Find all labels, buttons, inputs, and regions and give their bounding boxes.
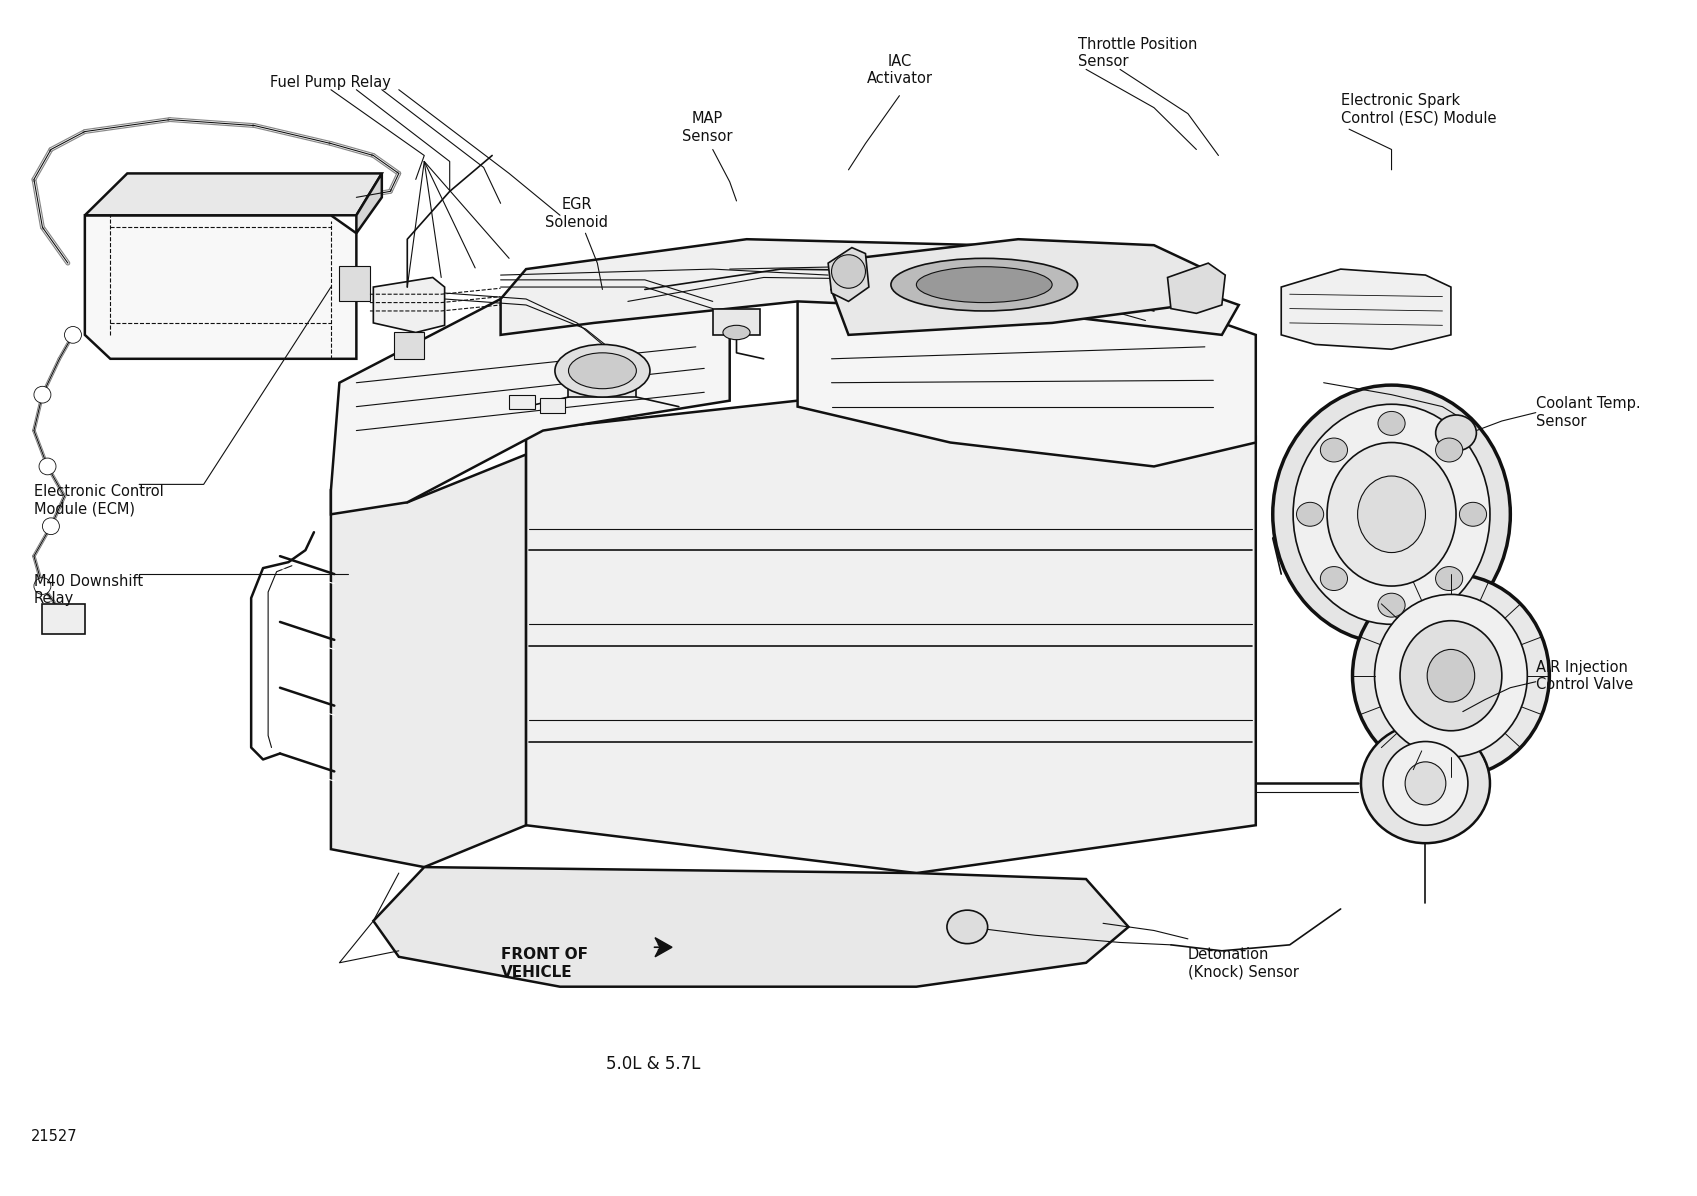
- Bar: [509, 395, 535, 409]
- Bar: [568, 371, 636, 397]
- Text: Fuel Pump Relay: Fuel Pump Relay: [270, 74, 392, 90]
- Ellipse shape: [723, 325, 750, 340]
- Ellipse shape: [1353, 574, 1549, 777]
- Ellipse shape: [34, 578, 51, 594]
- Ellipse shape: [1427, 649, 1475, 702]
- Ellipse shape: [34, 386, 51, 403]
- Bar: [42, 604, 85, 634]
- Ellipse shape: [1383, 742, 1468, 825]
- Ellipse shape: [1436, 438, 1463, 462]
- Ellipse shape: [42, 518, 59, 535]
- Polygon shape: [526, 401, 1256, 873]
- Ellipse shape: [39, 458, 56, 475]
- Polygon shape: [331, 454, 526, 867]
- Polygon shape: [85, 173, 382, 215]
- Ellipse shape: [1400, 621, 1502, 731]
- Polygon shape: [85, 215, 356, 359]
- Polygon shape: [828, 248, 869, 301]
- Bar: [713, 309, 760, 335]
- Ellipse shape: [1358, 476, 1425, 553]
- Ellipse shape: [1361, 724, 1490, 843]
- Ellipse shape: [1320, 567, 1347, 591]
- Text: 5.0L & 5.7L: 5.0L & 5.7L: [606, 1055, 701, 1074]
- Text: EGR
Solenoid: EGR Solenoid: [545, 197, 609, 230]
- Polygon shape: [655, 938, 672, 957]
- Text: Detonation
(Knock) Sensor: Detonation (Knock) Sensor: [1188, 947, 1298, 980]
- Ellipse shape: [1327, 443, 1456, 586]
- Polygon shape: [501, 239, 1239, 335]
- Polygon shape: [798, 289, 1256, 466]
- Bar: [339, 266, 370, 301]
- Ellipse shape: [1459, 502, 1487, 526]
- Ellipse shape: [1297, 502, 1324, 526]
- Text: FRONT OF
VEHICLE: FRONT OF VEHICLE: [501, 947, 587, 980]
- Text: 21527: 21527: [31, 1129, 76, 1143]
- Text: AIR Injection
Control Valve: AIR Injection Control Valve: [1536, 659, 1633, 692]
- Text: Coolant Temp.
Sensor: Coolant Temp. Sensor: [1536, 396, 1641, 429]
- Ellipse shape: [1293, 404, 1490, 624]
- Ellipse shape: [1378, 593, 1405, 617]
- Text: Electronic Control
Module (ECM): Electronic Control Module (ECM): [34, 484, 163, 517]
- Ellipse shape: [1378, 411, 1405, 435]
- Polygon shape: [1281, 269, 1451, 349]
- Text: Electronic Spark
Control (ESC) Module: Electronic Spark Control (ESC) Module: [1341, 93, 1497, 126]
- Ellipse shape: [891, 258, 1078, 311]
- Ellipse shape: [1273, 385, 1510, 643]
- Ellipse shape: [916, 267, 1052, 303]
- Text: M40 Downshift
Relay: M40 Downshift Relay: [34, 574, 143, 606]
- Ellipse shape: [1436, 567, 1463, 591]
- Polygon shape: [373, 277, 445, 332]
- Ellipse shape: [568, 353, 636, 389]
- Bar: [394, 332, 424, 359]
- Text: Throttle Position
Sensor: Throttle Position Sensor: [1078, 37, 1196, 69]
- Polygon shape: [356, 173, 382, 233]
- Ellipse shape: [1375, 594, 1527, 757]
- Ellipse shape: [1436, 415, 1476, 451]
- Polygon shape: [832, 239, 1205, 335]
- Text: IAC
Activator: IAC Activator: [867, 54, 932, 86]
- Ellipse shape: [832, 255, 865, 288]
- Polygon shape: [1168, 263, 1225, 313]
- Ellipse shape: [555, 344, 650, 397]
- Ellipse shape: [64, 327, 81, 343]
- Polygon shape: [373, 867, 1129, 987]
- Ellipse shape: [1320, 438, 1347, 462]
- Ellipse shape: [1405, 762, 1446, 805]
- Text: MAP
Sensor: MAP Sensor: [682, 111, 733, 144]
- Polygon shape: [331, 293, 730, 514]
- Bar: [540, 398, 565, 413]
- Ellipse shape: [947, 910, 988, 944]
